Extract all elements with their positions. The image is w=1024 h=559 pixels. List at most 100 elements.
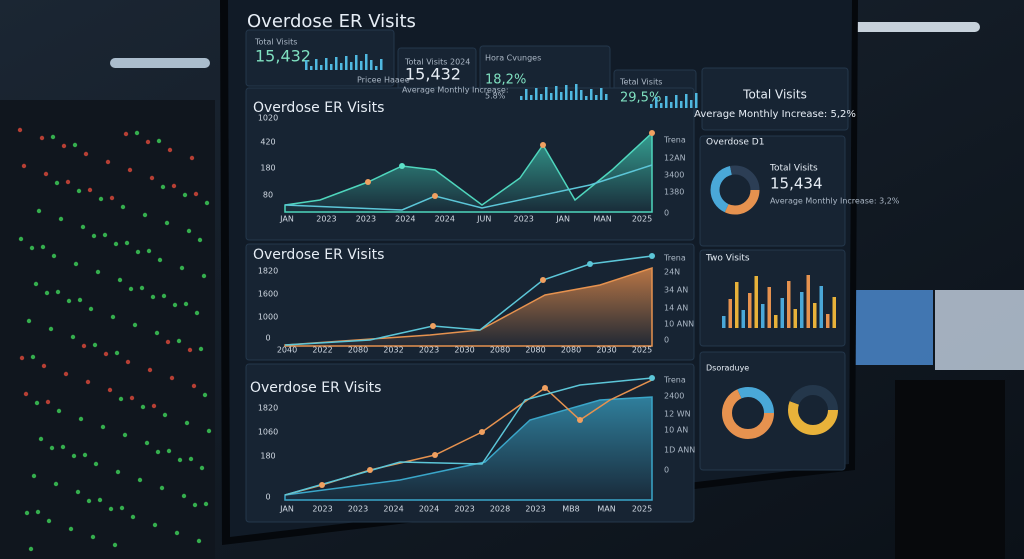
led — [204, 200, 210, 206]
led — [23, 391, 29, 397]
led — [129, 395, 135, 401]
x-tick-label: 2023 — [454, 505, 474, 514]
led — [102, 232, 108, 238]
led — [50, 134, 56, 140]
spark-bar — [585, 96, 588, 100]
panel-title: Overdose ER Visits — [250, 380, 381, 396]
led — [66, 298, 72, 304]
led — [199, 465, 205, 471]
side-value: 15,434 — [770, 175, 823, 193]
led — [194, 310, 200, 316]
legend-label: 24N — [664, 268, 680, 277]
y-tick-label: 1000 — [258, 313, 278, 322]
legend-label: 2400 — [664, 392, 684, 401]
spark-bar — [670, 102, 673, 108]
led — [98, 196, 104, 202]
spark-bar — [360, 61, 363, 70]
led — [41, 363, 47, 369]
led — [165, 339, 171, 345]
led — [95, 269, 101, 275]
spark-bar — [365, 54, 368, 70]
side-title: Overdose D1 — [706, 138, 764, 148]
spark-bar — [665, 96, 668, 108]
led — [182, 192, 188, 198]
led — [130, 514, 136, 520]
spark-bar — [325, 58, 328, 70]
spark-bar — [340, 63, 343, 70]
led — [135, 249, 141, 255]
side-bar — [728, 299, 732, 328]
led — [76, 188, 82, 194]
y-tick-label: 0 — [265, 334, 270, 343]
led — [160, 184, 166, 190]
x-tick-label: JAN — [555, 215, 570, 224]
x-tick-label: 2025 — [632, 346, 652, 355]
side-bar — [787, 281, 791, 328]
led — [38, 436, 44, 442]
led — [73, 261, 79, 267]
led — [184, 420, 190, 426]
y-tick-label: 1020 — [258, 114, 278, 123]
led — [90, 534, 96, 540]
led — [85, 379, 91, 385]
led — [144, 440, 150, 446]
spark-bar — [685, 94, 688, 108]
kpi-note: Pricee Haaee — [357, 76, 410, 85]
led — [201, 273, 207, 279]
x-tick-label: 2030 — [454, 346, 474, 355]
x-tick-label: 2023 — [312, 505, 332, 514]
led — [176, 338, 182, 344]
spark-bar — [345, 56, 348, 70]
led — [100, 424, 106, 430]
led — [55, 289, 61, 295]
donuts — [722, 385, 838, 439]
led — [43, 171, 49, 177]
spark-bar — [600, 88, 603, 100]
kpi-note: 5.8% — [485, 92, 506, 101]
legend-label: 10 AN — [664, 426, 688, 435]
side-bar — [754, 276, 758, 328]
led — [123, 131, 129, 137]
led — [139, 285, 145, 291]
led — [51, 253, 57, 259]
spark-bar — [330, 64, 333, 70]
side-bar — [780, 298, 784, 328]
legend-label: 0 — [664, 336, 669, 345]
legend-label: 14 AN — [664, 304, 688, 313]
x-tick-label: 2032 — [383, 346, 403, 355]
led — [44, 290, 50, 296]
x-tick-label: 2080 — [561, 346, 581, 355]
side-label: Total Visits — [769, 164, 818, 174]
x-tick-label: 2080 — [525, 346, 545, 355]
led — [56, 408, 62, 414]
server-leds — [17, 127, 212, 552]
spark-bar — [565, 85, 568, 100]
led — [127, 167, 133, 173]
side-bar — [767, 287, 771, 328]
legend-label: 12AN — [664, 154, 686, 163]
led — [105, 159, 111, 165]
led — [154, 330, 160, 336]
y-tick-label: 80 — [263, 191, 273, 200]
x-tick-label: 2023 — [316, 215, 336, 224]
y-tick-label: 1820 — [258, 404, 278, 413]
led — [128, 286, 134, 292]
led — [82, 452, 88, 458]
x-tick-label: 2080 — [348, 346, 368, 355]
led — [17, 127, 23, 133]
x-tick-label: 2024 — [395, 215, 415, 224]
x-tick-label: 2024 — [419, 505, 439, 514]
led — [181, 493, 187, 499]
y-tick-label: 1060 — [258, 428, 278, 437]
spark-bar — [595, 95, 598, 100]
led — [48, 326, 54, 332]
side-bar — [806, 275, 810, 328]
led — [155, 449, 161, 455]
panel-3-plot — [284, 375, 655, 501]
led — [78, 416, 84, 422]
led — [202, 392, 208, 398]
side-bar — [741, 310, 745, 328]
kpi-value: 15,432 — [405, 65, 461, 84]
